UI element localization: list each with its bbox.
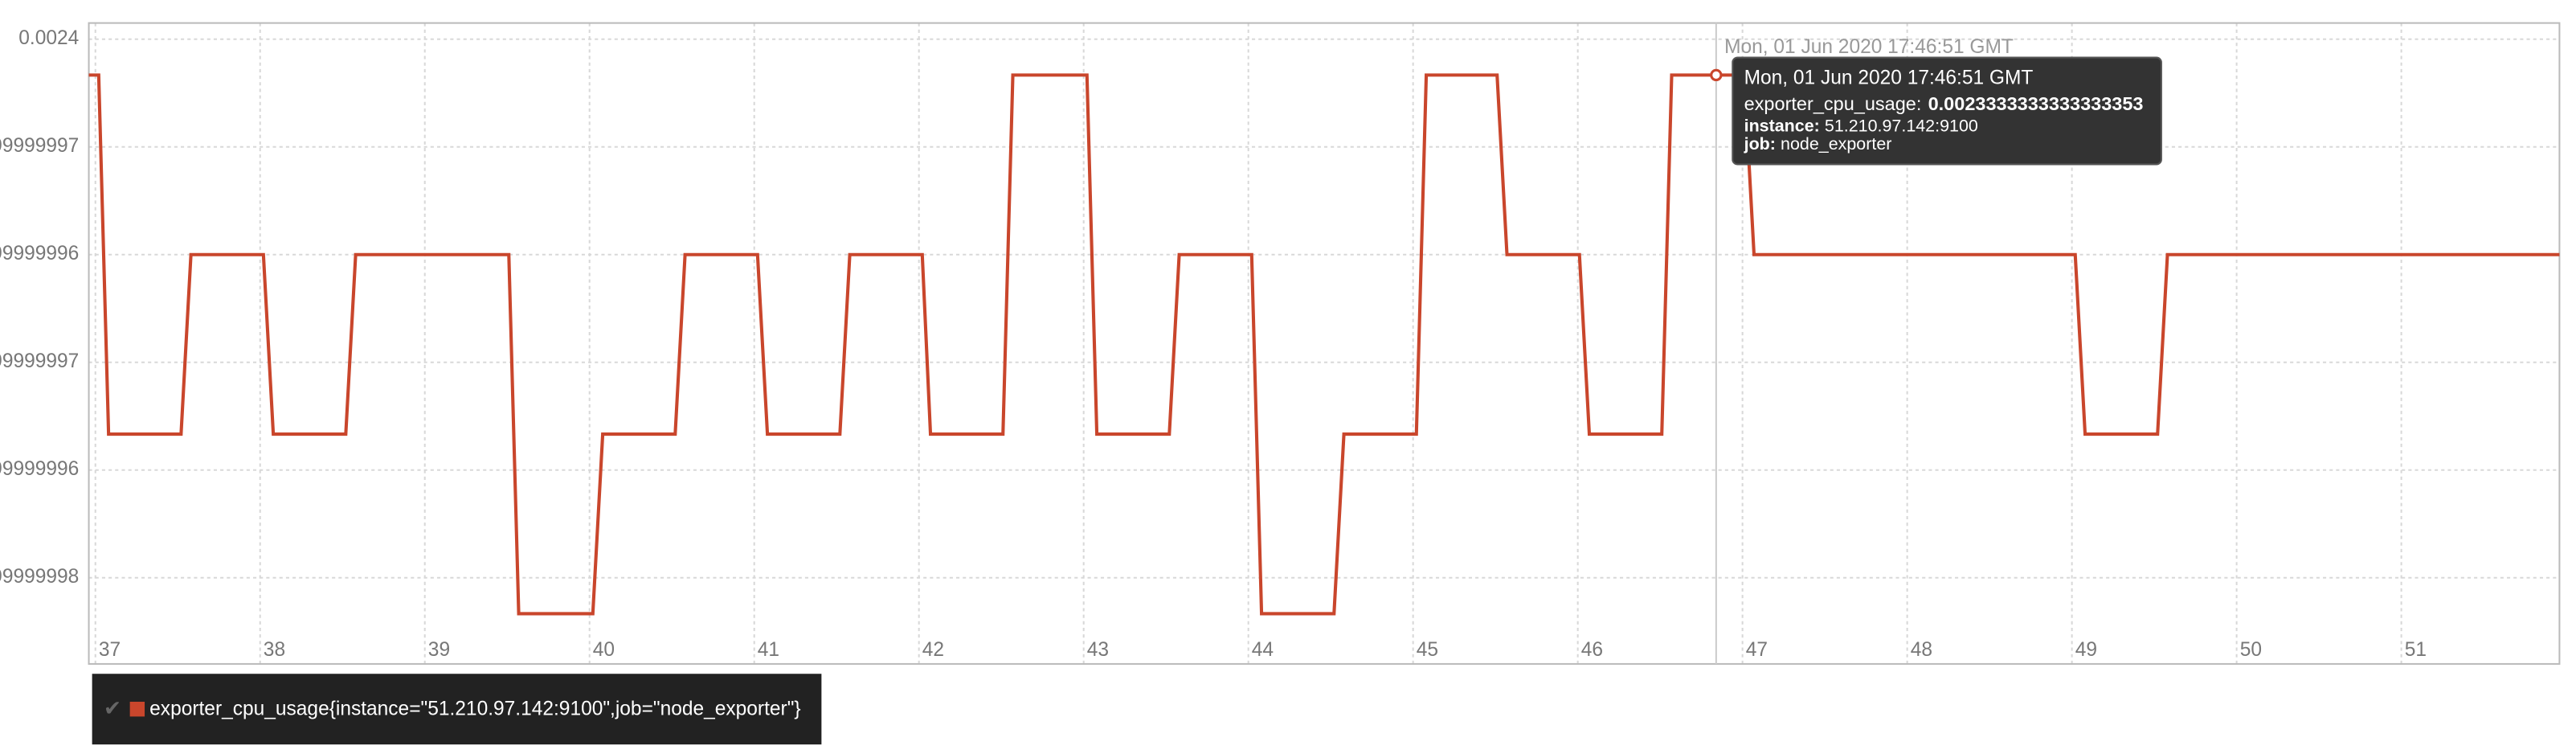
x-tick-label: 37 [99,639,121,661]
y-tick-label: 0.0024 [18,27,79,49]
x-tick-label: 43 [1087,639,1109,661]
y-tick-label: 99999996 [0,243,79,264]
x-tick-label: 51 [2405,639,2427,661]
tooltip-metric: exporter_cpu_usage: 0.0023333333333333353 [1744,93,2144,114]
tooltip-label: instance: 51.210.97.142:9100 [1744,116,1978,135]
grid-layer: 0.0024 99999997 99999996 99999997 99999996 99… [0,23,2560,664]
y-tick-label: 99999998 [0,566,79,588]
x-tick-label: 47 [1746,639,1768,661]
x-tick-label: 46 [1581,639,1603,661]
x-tick-label: 40 [593,639,615,661]
x-tick-label: 48 [1911,639,1932,661]
tooltip-label-key: instance: [1744,116,1820,135]
y-tick-label: 99999997 [0,350,79,372]
tooltip-label-key: job: [1744,134,1776,154]
x-tick-label: 38 [264,639,285,661]
tooltip-label: job: node_exporter [1744,134,1892,154]
x-tick-label: 42 [922,639,944,661]
legend-label[interactable]: exporter_cpu_usage{instance="51.210.97.1… [149,699,800,720]
hover-point [1710,68,1723,82]
x-tick-label: 45 [1417,639,1438,661]
tooltip-layer: Mon, 01 Jun 2020 17:46:51 GMT exporter_cp… [1732,56,2162,166]
tooltip-value: 0.0023333333333333353 [1928,93,2144,114]
legend-swatch [129,701,145,717]
x-tick-label: 41 [758,639,779,661]
x-tick-label: 39 [428,639,450,661]
x-tick-label: 49 [2075,639,2097,661]
tooltip-time: Mon, 01 Jun 2020 17:46:51 GMT [1744,68,2034,89]
tooltip-label-value: 51.210.97.142:9100 [1825,116,1978,135]
plot-frame [88,22,2561,665]
series-line [88,73,2560,616]
legend[interactable] [92,674,822,745]
legend-check: ✔ [104,696,121,720]
hover-time: Mon, 01 Jun 2020 17:46:51 GMT [1724,36,2014,58]
x-tick-label: 50 [2240,639,2262,661]
x-tick-label: 44 [1252,639,1274,661]
y-tick-label: 99999996 [0,458,79,480]
tooltip-metric-name: exporter_cpu_usage: [1744,93,1922,114]
tooltip-label-value: node_exporter [1781,134,1891,154]
tooltip-box [1732,56,2162,166]
plot-layer: Mon, 01 Jun 2020 17:46:51 GMT [88,23,2560,664]
y-tick-label: 99999997 [0,135,79,157]
